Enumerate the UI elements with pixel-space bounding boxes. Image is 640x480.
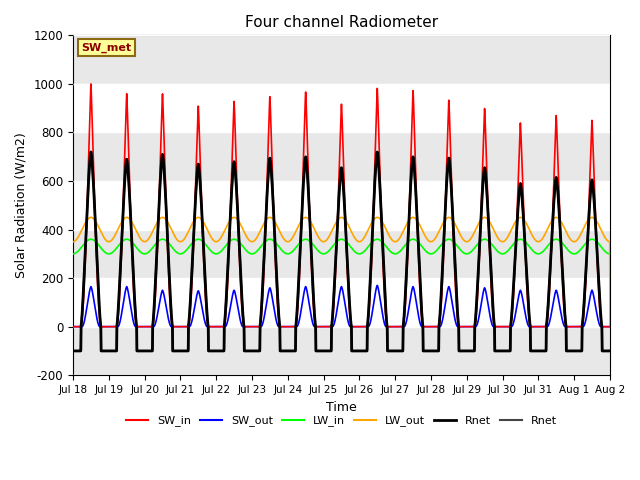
LW_in: [87, 236, 95, 242]
Rnet: [166, 280, 173, 286]
Rnet: [87, 149, 95, 155]
SW_out: [69, 324, 77, 330]
SW_in: [432, 324, 440, 330]
SW_in: [87, 81, 95, 87]
Y-axis label: Solar Radiation (W/m2): Solar Radiation (W/m2): [15, 132, 28, 278]
LW_out: [69, 239, 77, 245]
Text: SW_met: SW_met: [81, 43, 131, 53]
SW_out: [432, 324, 440, 330]
SW_in: [69, 324, 77, 330]
Line: LW_out: LW_out: [73, 217, 610, 327]
LW_out: [492, 232, 500, 238]
SW_in: [605, 324, 613, 330]
LW_in: [166, 241, 173, 247]
Line: LW_in: LW_in: [73, 239, 610, 254]
Rnet: [605, 348, 613, 354]
Rnet: [492, 348, 500, 354]
Rnet: [492, 348, 500, 354]
Rnet: [606, 348, 614, 354]
Title: Four channel Radiometer: Four channel Radiometer: [245, 15, 438, 30]
SW_in: [321, 324, 329, 330]
Bar: [73, 229, 610, 278]
LW_out: [166, 223, 173, 228]
LW_out: [462, 239, 470, 244]
SW_out: [462, 324, 470, 330]
Rnet: [462, 348, 470, 354]
Rnet: [432, 348, 440, 354]
Rnet: [166, 280, 173, 286]
SW_out: [606, 324, 614, 330]
Rnet: [321, 348, 329, 354]
Line: SW_out: SW_out: [73, 286, 610, 327]
SW_out: [605, 324, 613, 330]
SW_out: [492, 324, 500, 330]
Rnet: [606, 348, 614, 354]
LW_in: [606, 244, 614, 250]
LW_in: [69, 251, 77, 257]
Rnet: [69, 348, 77, 354]
Rnet: [462, 348, 470, 354]
Bar: [73, 36, 610, 84]
LW_in: [492, 247, 500, 252]
LW_in: [432, 248, 440, 254]
SW_in: [462, 324, 470, 330]
SW_in: [166, 293, 173, 299]
Rnet: [321, 348, 329, 354]
Rnet: [605, 348, 613, 354]
LW_out: [605, 239, 613, 244]
SW_in: [492, 324, 500, 330]
SW_out: [373, 283, 381, 288]
LW_in: [321, 251, 329, 256]
Rnet: [69, 348, 77, 354]
Rnet: [432, 348, 440, 354]
Rnet: [87, 149, 95, 155]
SW_out: [166, 320, 173, 326]
LW_out: [87, 215, 95, 220]
X-axis label: Time: Time: [326, 400, 357, 413]
SW_out: [321, 324, 329, 330]
Bar: [73, 132, 610, 181]
Line: SW_in: SW_in: [73, 84, 610, 327]
SW_in: [606, 324, 614, 330]
LW_out: [321, 238, 329, 244]
Line: Rnet: Rnet: [73, 152, 610, 351]
Bar: [73, 327, 610, 375]
LW_out: [606, 324, 614, 330]
Line: Rnet: Rnet: [73, 152, 610, 351]
LW_in: [462, 251, 470, 257]
Legend: SW_in, SW_out, LW_in, LW_out, Rnet, Rnet: SW_in, SW_out, LW_in, LW_out, Rnet, Rnet: [121, 411, 562, 431]
LW_out: [432, 234, 440, 240]
LW_in: [605, 251, 613, 257]
